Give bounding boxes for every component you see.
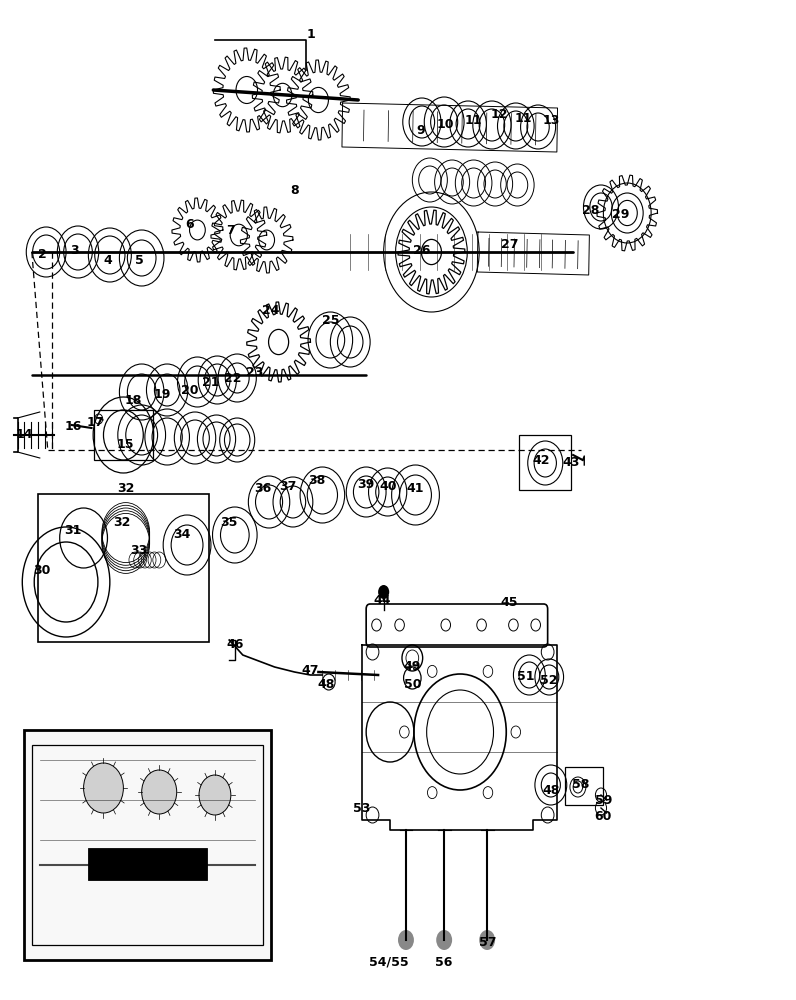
Text: 32: 32 bbox=[113, 516, 131, 530]
Circle shape bbox=[479, 930, 495, 950]
Text: 18: 18 bbox=[125, 393, 142, 406]
Text: 47: 47 bbox=[302, 664, 319, 676]
Text: 21: 21 bbox=[202, 375, 220, 388]
Text: 36: 36 bbox=[254, 482, 271, 494]
Text: 30: 30 bbox=[33, 564, 51, 576]
Text: 44: 44 bbox=[373, 593, 391, 606]
Text: 38: 38 bbox=[308, 474, 326, 487]
Text: 5: 5 bbox=[135, 253, 143, 266]
Text: 59: 59 bbox=[595, 794, 612, 806]
Text: 11: 11 bbox=[515, 111, 533, 124]
Text: 20: 20 bbox=[181, 383, 198, 396]
Text: 23: 23 bbox=[246, 365, 263, 378]
Bar bbox=[519, 435, 571, 490]
Text: 43: 43 bbox=[563, 456, 580, 470]
Text: 14: 14 bbox=[15, 428, 33, 442]
Bar bbox=[24, 730, 271, 960]
Text: 51: 51 bbox=[517, 670, 534, 684]
Bar bbox=[32, 745, 263, 945]
Circle shape bbox=[142, 770, 177, 814]
Circle shape bbox=[378, 585, 389, 599]
Text: 26: 26 bbox=[413, 243, 431, 256]
Text: 4: 4 bbox=[103, 253, 111, 266]
Text: 32: 32 bbox=[117, 482, 135, 494]
Text: 17: 17 bbox=[87, 416, 104, 428]
Text: 35: 35 bbox=[220, 516, 238, 528]
Text: 58: 58 bbox=[572, 778, 590, 792]
Text: 28: 28 bbox=[582, 204, 599, 217]
Text: 48: 48 bbox=[318, 678, 335, 690]
Text: 19: 19 bbox=[154, 388, 171, 401]
Circle shape bbox=[84, 763, 123, 813]
Bar bbox=[94, 410, 153, 460]
Text: 2: 2 bbox=[38, 248, 46, 261]
Text: 16: 16 bbox=[64, 420, 82, 434]
Text: 46: 46 bbox=[226, 639, 244, 652]
Text: 50: 50 bbox=[404, 678, 421, 690]
Text: 45: 45 bbox=[501, 595, 518, 608]
Text: 24: 24 bbox=[262, 304, 279, 316]
Text: 40: 40 bbox=[380, 481, 397, 493]
Text: 41: 41 bbox=[407, 482, 424, 494]
Text: 22: 22 bbox=[224, 371, 241, 384]
Text: 12: 12 bbox=[490, 108, 508, 121]
Text: 6: 6 bbox=[185, 219, 193, 232]
Text: 39: 39 bbox=[357, 479, 375, 491]
Text: 9: 9 bbox=[416, 123, 424, 136]
Text: 25: 25 bbox=[322, 314, 339, 326]
Text: 11: 11 bbox=[465, 113, 482, 126]
Circle shape bbox=[398, 930, 414, 950]
Text: 1: 1 bbox=[306, 28, 314, 41]
Text: 37: 37 bbox=[279, 481, 297, 493]
Text: 57: 57 bbox=[479, 936, 497, 948]
Text: 27: 27 bbox=[501, 238, 518, 251]
Text: 33: 33 bbox=[131, 544, 148, 556]
Bar bbox=[565, 767, 603, 805]
Text: 31: 31 bbox=[64, 524, 82, 536]
Text: 7: 7 bbox=[227, 224, 235, 236]
Text: 29: 29 bbox=[612, 209, 630, 222]
Text: 42: 42 bbox=[533, 454, 550, 466]
Text: 3: 3 bbox=[70, 243, 78, 256]
Circle shape bbox=[436, 930, 452, 950]
Text: 34: 34 bbox=[173, 528, 190, 542]
Text: 13: 13 bbox=[542, 113, 560, 126]
Text: 53: 53 bbox=[353, 802, 371, 814]
Text: 10: 10 bbox=[437, 118, 455, 131]
Text: 49: 49 bbox=[404, 660, 421, 674]
Bar bbox=[88, 848, 207, 880]
Text: 52: 52 bbox=[540, 674, 558, 688]
Text: 54/55: 54/55 bbox=[369, 956, 408, 968]
Text: 15: 15 bbox=[117, 438, 135, 452]
Circle shape bbox=[199, 775, 231, 815]
Text: 60: 60 bbox=[595, 810, 612, 824]
Bar bbox=[38, 494, 209, 642]
Text: 8: 8 bbox=[291, 184, 298, 196]
Text: 48: 48 bbox=[542, 784, 560, 796]
Text: 56: 56 bbox=[435, 956, 453, 968]
